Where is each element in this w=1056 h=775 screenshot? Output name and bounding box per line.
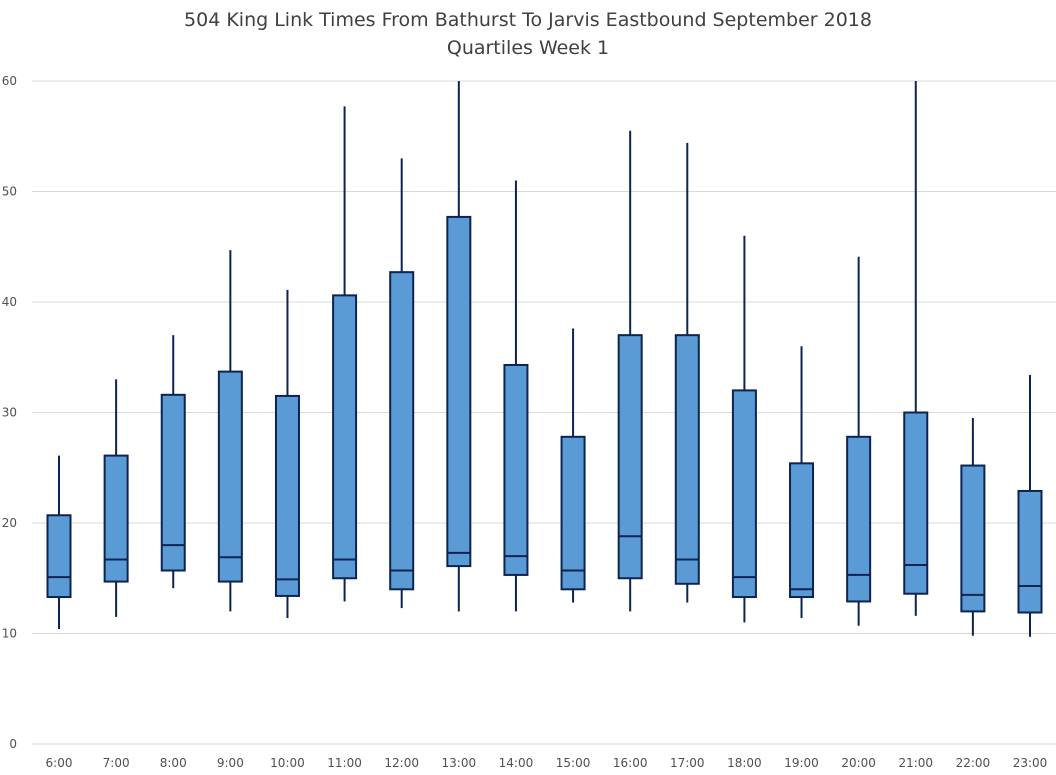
x-tick-label: 17:00 xyxy=(670,756,705,770)
x-tick-label: 22:00 xyxy=(956,756,991,770)
box xyxy=(903,411,929,595)
box xyxy=(1017,489,1043,614)
x-tick-label: 23:00 xyxy=(1013,756,1048,770)
box xyxy=(617,334,643,580)
y-tick-label: 0 xyxy=(9,737,17,751)
box xyxy=(789,462,815,599)
y-tick-label: 10 xyxy=(2,627,17,641)
x-tick-label: 21:00 xyxy=(898,756,933,770)
x-tick-label: 12:00 xyxy=(384,756,419,770)
x-tick-label: 20:00 xyxy=(841,756,876,770)
box xyxy=(160,393,186,572)
y-tick-label: 60 xyxy=(2,74,17,88)
box xyxy=(846,435,872,603)
box xyxy=(446,215,472,568)
x-tick-label: 13:00 xyxy=(442,756,477,770)
x-tick-label: 7:00 xyxy=(103,756,130,770)
y-tick-label: 50 xyxy=(2,185,17,199)
box xyxy=(274,394,300,597)
box xyxy=(960,464,986,613)
chart-subtitle: Quartiles Week 1 xyxy=(446,37,610,59)
box xyxy=(332,294,358,580)
y-tick-label: 30 xyxy=(2,406,17,420)
x-tick-label: 10:00 xyxy=(270,756,305,770)
x-tick-label: 9:00 xyxy=(217,756,244,770)
box xyxy=(217,370,243,583)
x-tick-label: 8:00 xyxy=(160,756,187,770)
y-tick-label: 40 xyxy=(2,295,17,309)
x-tick-label: 16:00 xyxy=(613,756,648,770)
box xyxy=(389,271,415,591)
box xyxy=(731,389,757,599)
box xyxy=(503,363,529,576)
chart-title: 504 King Link Times From Bathurst To Jar… xyxy=(184,9,872,31)
x-tick-label: 19:00 xyxy=(784,756,819,770)
x-tick-label: 18:00 xyxy=(727,756,762,770)
x-tick-label: 11:00 xyxy=(327,756,362,770)
x-tick-label: 14:00 xyxy=(499,756,534,770)
box xyxy=(46,514,72,599)
box xyxy=(103,454,129,583)
box xyxy=(560,435,586,591)
x-tick-label: 15:00 xyxy=(556,756,591,770)
y-tick-label: 20 xyxy=(2,516,17,530)
box xyxy=(674,334,700,585)
x-tick-label: 6:00 xyxy=(46,756,73,770)
